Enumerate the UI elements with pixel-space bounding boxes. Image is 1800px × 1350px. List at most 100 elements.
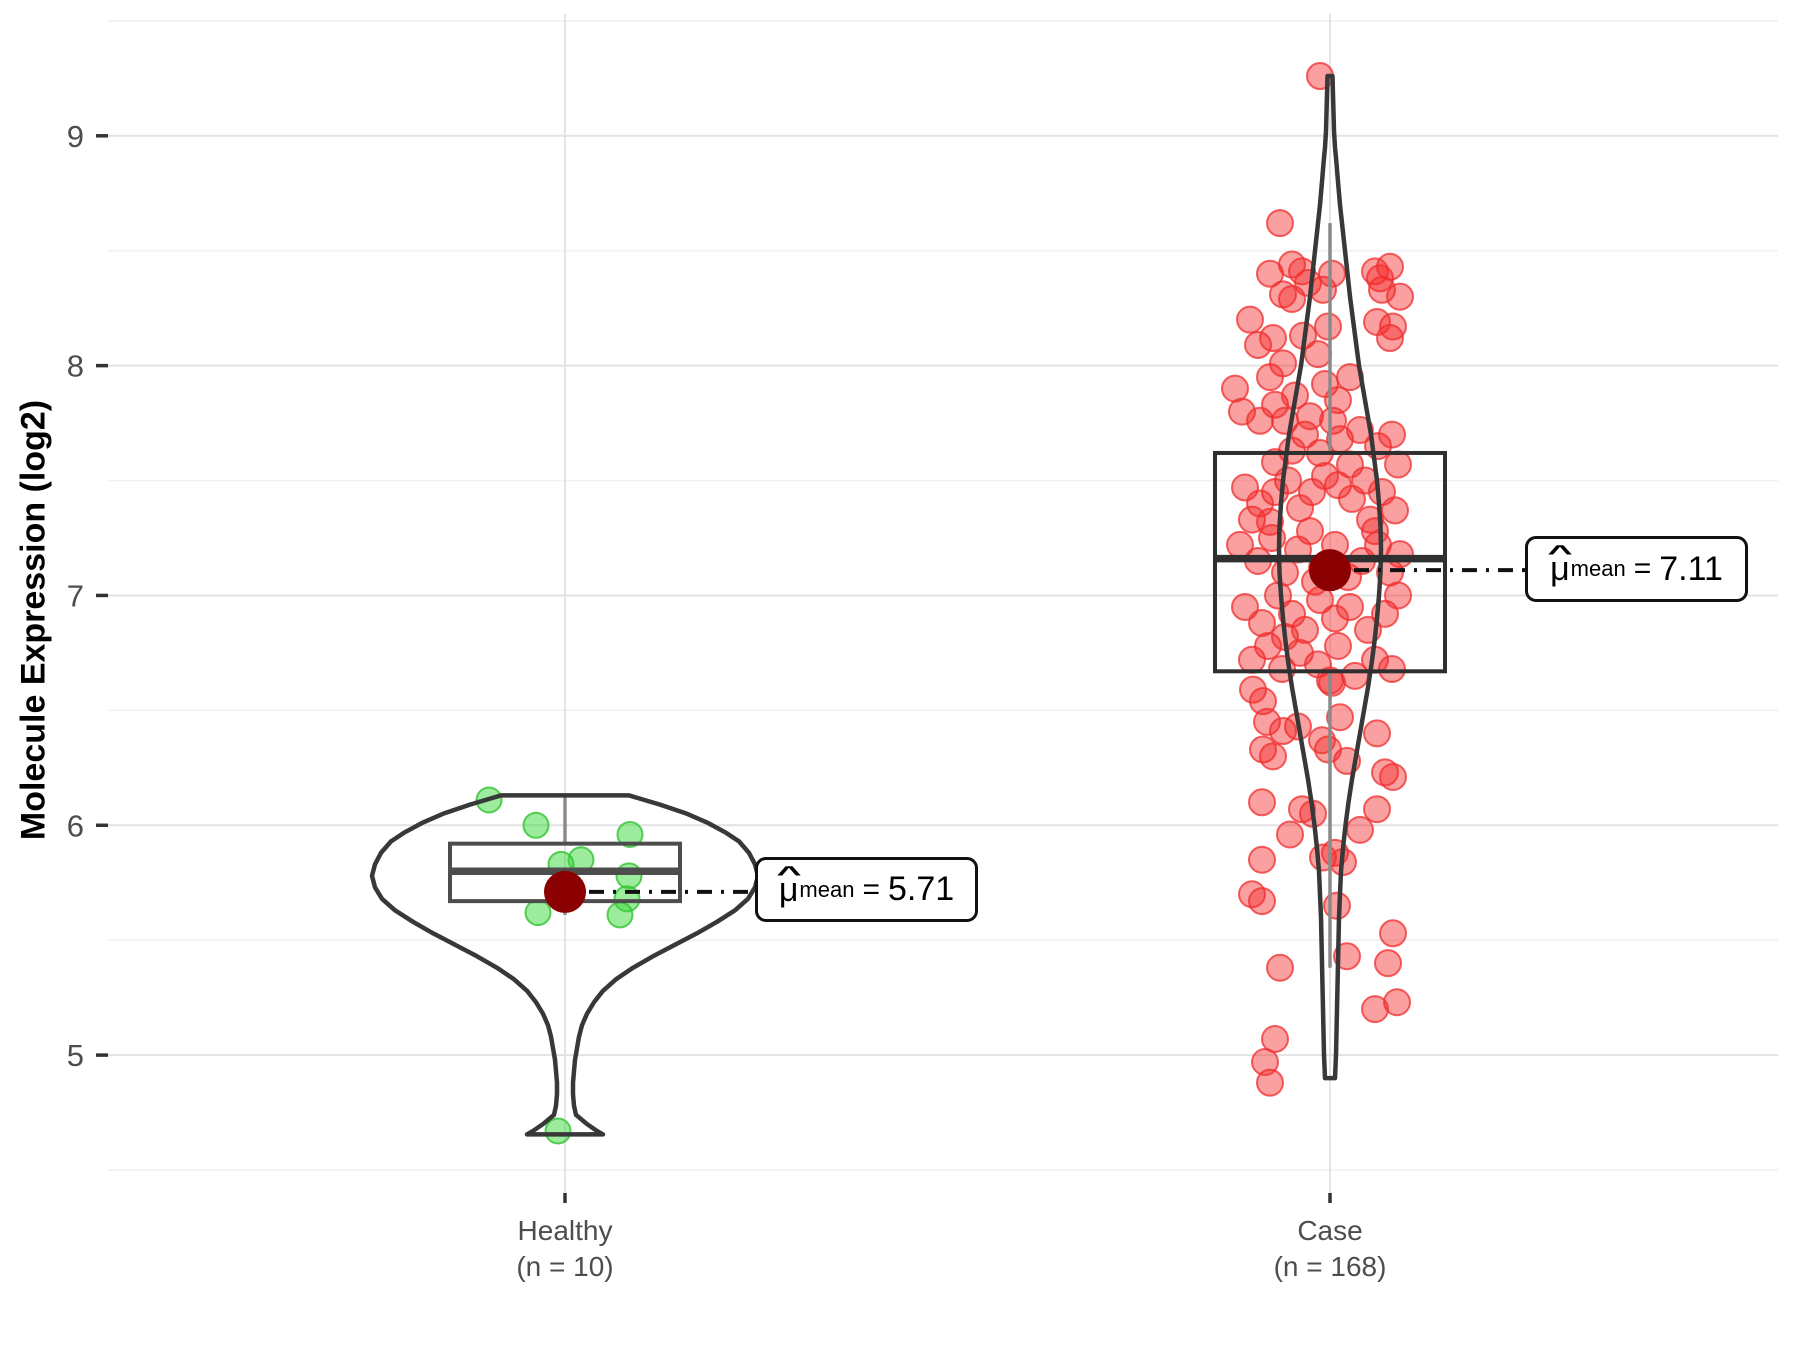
jitter-point bbox=[1376, 324, 1404, 353]
jitter-point bbox=[1379, 312, 1407, 341]
violin-outline bbox=[1276, 73, 1384, 1081]
gridlines-major bbox=[108, 14, 1778, 1193]
mean-subscript: mean bbox=[1570, 556, 1626, 581]
x-category-label: Healthy bbox=[518, 1215, 613, 1246]
jitter-point bbox=[1374, 949, 1402, 978]
violin-group-healthy bbox=[369, 786, 761, 1145]
jitter-point bbox=[1368, 275, 1396, 304]
jitter-point bbox=[1379, 919, 1407, 948]
mean-annotation-case: ^ μ mean = 7.11 bbox=[1525, 536, 1748, 602]
jitter-point bbox=[1236, 305, 1264, 334]
hat-glyph: ^ bbox=[775, 862, 802, 886]
gridlines-minor bbox=[108, 20, 1778, 1171]
jitter-point bbox=[522, 811, 550, 839]
jitter-point bbox=[606, 901, 634, 929]
jitter-points bbox=[1221, 62, 1414, 1097]
jitter-point bbox=[1276, 820, 1304, 849]
jitter-point bbox=[1296, 517, 1324, 546]
jitter-point bbox=[544, 1117, 572, 1145]
y-tick-label: 5 bbox=[67, 1038, 84, 1073]
jitter-point bbox=[1318, 668, 1346, 697]
jitter-point bbox=[1261, 1025, 1289, 1054]
violin-group-case bbox=[1213, 62, 1527, 1097]
jitter-point bbox=[1336, 592, 1364, 621]
jitter-point bbox=[1228, 397, 1256, 426]
equals-sign: = bbox=[862, 872, 880, 906]
jitter-point bbox=[616, 820, 644, 848]
jitter-point bbox=[1248, 609, 1276, 638]
jitter-point bbox=[1314, 312, 1342, 341]
mean-value: 7.11 bbox=[1659, 549, 1723, 588]
jitter-point bbox=[1239, 675, 1267, 704]
x-category-n-label: (n = 168) bbox=[1274, 1251, 1387, 1282]
jitter-point bbox=[1346, 415, 1374, 444]
jitter-point bbox=[1271, 558, 1299, 587]
mean-dot bbox=[1309, 549, 1351, 592]
equals-sign: = bbox=[1633, 552, 1652, 585]
jitter-point bbox=[1253, 707, 1281, 736]
jitter-point bbox=[1378, 420, 1406, 449]
jitter-point bbox=[524, 899, 552, 927]
jitter-point bbox=[1278, 436, 1306, 465]
jitter-point bbox=[1251, 1048, 1279, 1076]
jitter-point bbox=[1248, 887, 1276, 916]
hat-glyph: ^ bbox=[1547, 541, 1573, 566]
mu-hat-symbol: ^ μ bbox=[1547, 543, 1572, 586]
jitter-point bbox=[1256, 259, 1284, 288]
jitter-point bbox=[1248, 845, 1276, 874]
y-axis-title: Molecule Expression (log2) bbox=[14, 399, 53, 841]
y-tick-label: 6 bbox=[67, 808, 84, 843]
jitter-point bbox=[1384, 450, 1412, 479]
jitter-point bbox=[1248, 788, 1276, 817]
x-category-label: Case bbox=[1297, 1215, 1362, 1246]
jitter-point bbox=[1381, 496, 1409, 525]
jitter-point bbox=[1278, 284, 1306, 313]
jitter-point bbox=[1256, 363, 1284, 392]
jitter-point bbox=[1318, 259, 1346, 288]
jitter-point bbox=[1383, 988, 1411, 1017]
jitter-point bbox=[1249, 687, 1277, 716]
jitter-point bbox=[1386, 540, 1414, 569]
x-category-n-label: (n = 10) bbox=[516, 1251, 613, 1282]
jitter-point bbox=[1379, 763, 1407, 792]
x-axis: Healthy (n = 10) Case (n = 168) bbox=[516, 1193, 1386, 1282]
jitter-point bbox=[1361, 995, 1389, 1024]
jitter-point bbox=[1221, 374, 1249, 403]
jitter-point bbox=[1361, 517, 1389, 546]
jitter-point bbox=[1259, 324, 1287, 353]
jitter-point bbox=[1386, 282, 1414, 311]
jitter-point bbox=[1254, 632, 1282, 661]
jitter-point bbox=[1231, 592, 1259, 621]
mu-glyph: μ bbox=[778, 870, 799, 909]
jitter-point bbox=[1244, 330, 1272, 359]
jitter-points bbox=[475, 786, 644, 1145]
jitter-point bbox=[1274, 466, 1302, 495]
violin-outline bbox=[369, 793, 761, 1137]
jitter-point bbox=[1363, 795, 1391, 824]
jitter-point bbox=[1246, 406, 1274, 435]
jitter-point bbox=[1259, 742, 1287, 771]
jitter-point bbox=[1363, 719, 1391, 748]
y-axis: 9 8 7 6 5 bbox=[67, 119, 108, 1073]
jitter-point bbox=[1326, 703, 1354, 732]
jitter-point bbox=[615, 862, 643, 890]
mean-dot bbox=[544, 870, 586, 913]
mean-subscript: mean bbox=[799, 876, 855, 902]
jitter-point bbox=[1321, 604, 1349, 633]
jitter-point bbox=[1371, 758, 1399, 787]
y-tick-label: 7 bbox=[67, 578, 84, 613]
jitter-point bbox=[1324, 632, 1352, 661]
jitter-point bbox=[1319, 406, 1347, 435]
jitter-point bbox=[1304, 340, 1332, 369]
y-tick-label: 8 bbox=[67, 349, 84, 384]
jitter-point bbox=[1346, 815, 1374, 844]
jitter-point bbox=[1366, 264, 1394, 293]
mean-value: 5.71 bbox=[887, 870, 955, 908]
jitter-point bbox=[1266, 953, 1294, 982]
jitter-point bbox=[1256, 1068, 1284, 1097]
y-tick-label: 9 bbox=[67, 119, 84, 154]
jitter-point bbox=[1384, 581, 1412, 610]
jitter-point bbox=[1266, 209, 1294, 238]
